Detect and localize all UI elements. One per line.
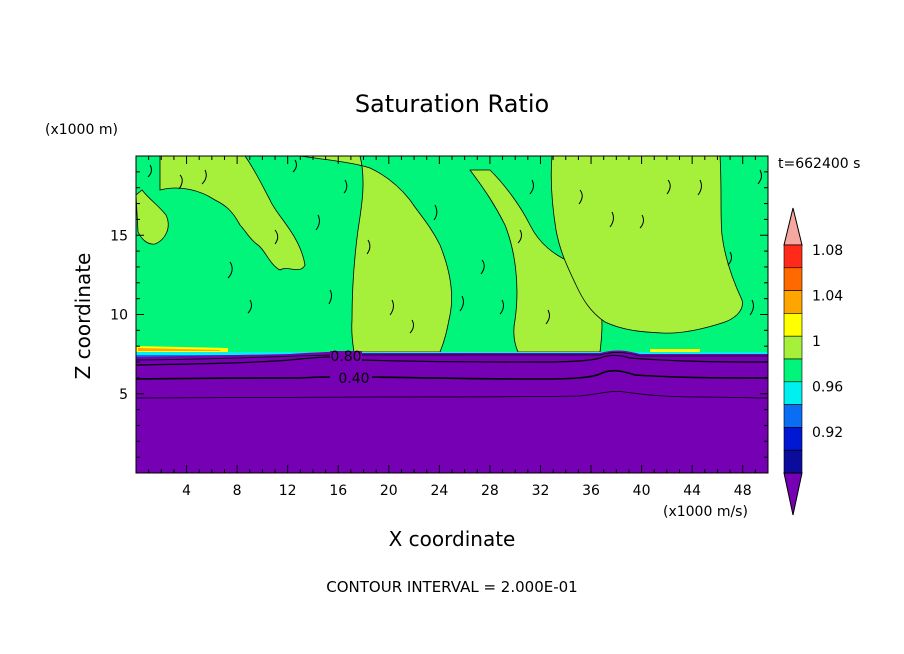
x-tick-label: 4 bbox=[182, 483, 191, 499]
plume-region-2 bbox=[299, 155, 453, 353]
plume-region-3 bbox=[469, 169, 603, 353]
x-tick-label: 8 bbox=[233, 483, 242, 499]
colorbar-label: 1.08 bbox=[812, 243, 843, 259]
x-tick-label: 20 bbox=[380, 483, 398, 499]
colorbar-swatch bbox=[783, 290, 803, 314]
contour-line-0.80 bbox=[135, 354, 769, 366]
y-unit-label: (x1000 m) bbox=[45, 122, 118, 138]
colorbar-swatch bbox=[783, 335, 803, 360]
colorbar-overflow-high bbox=[783, 207, 803, 246]
x-axis: 4 8 12 16 20 24 28 32 36 40 44 48 bbox=[148, 156, 756, 499]
colorbar-swatch bbox=[783, 404, 803, 428]
colorbar-overflow-low bbox=[783, 472, 803, 516]
contour-label-0.80: 0.80 bbox=[330, 349, 361, 365]
y-tick-label: 5 bbox=[119, 387, 128, 403]
colorbar-label: 0.96 bbox=[812, 380, 843, 396]
x-tick-label: 16 bbox=[329, 483, 347, 499]
y-axis: 5 10 15 bbox=[110, 171, 768, 458]
x-tick-label: 40 bbox=[633, 483, 651, 499]
speckle-contours bbox=[147, 159, 762, 334]
x-tick-label: 32 bbox=[532, 483, 550, 499]
plot-area: 0.80 0.40 bbox=[135, 155, 769, 474]
saturated-band-left-orange bbox=[138, 348, 220, 351]
x-tick-label: 12 bbox=[279, 483, 297, 499]
plume-region-4 bbox=[550, 155, 743, 334]
x-axis-label: X coordinate bbox=[389, 527, 516, 551]
contour-label-0.40: 0.40 bbox=[338, 371, 369, 387]
y-tick-label: 10 bbox=[110, 308, 128, 324]
x-tick-label: 28 bbox=[481, 483, 499, 499]
colorbar-label: 0.92 bbox=[812, 425, 843, 441]
x-tick-label: 24 bbox=[430, 483, 448, 499]
contour-line-0.40 bbox=[135, 369, 769, 380]
colorbar-swatch bbox=[783, 427, 803, 451]
colorbar-swatch bbox=[783, 449, 803, 474]
x-tick-label: 44 bbox=[683, 483, 701, 499]
x-tick-label: 48 bbox=[734, 483, 752, 499]
chart-title: Saturation Ratio bbox=[355, 90, 549, 118]
plume-region-1 bbox=[159, 155, 306, 271]
y-axis-label: Z coordinate bbox=[71, 253, 95, 380]
y-tick-label: 15 bbox=[110, 228, 128, 244]
plume-region-5 bbox=[135, 189, 169, 245]
contour-label-bg-0.40 bbox=[330, 370, 372, 384]
colorbar-swatch bbox=[783, 267, 803, 291]
colorbar-swatch bbox=[783, 358, 803, 383]
colorbar-swatch bbox=[783, 381, 803, 405]
field-lower-dry bbox=[136, 350, 768, 473]
footer-contour-interval: CONTOUR INTERVAL = 2.000E-01 bbox=[326, 578, 577, 596]
contour-line-lower bbox=[135, 391, 769, 399]
saturated-band-right bbox=[650, 349, 700, 352]
x-unit-label: (x1000 m/s) bbox=[663, 504, 748, 520]
time-label: t=662400 s bbox=[778, 156, 860, 172]
colorbar-swatch bbox=[783, 313, 803, 337]
x-tick-label: 36 bbox=[582, 483, 600, 499]
colorbar: 1.08 1.04 1 0.96 0.92 bbox=[783, 207, 843, 516]
colorbar-label: 1 bbox=[812, 334, 821, 350]
colorbar-label: 1.04 bbox=[812, 288, 843, 304]
contour-label-bg-0.80 bbox=[330, 351, 362, 363]
colorbar-swatch bbox=[783, 244, 803, 269]
